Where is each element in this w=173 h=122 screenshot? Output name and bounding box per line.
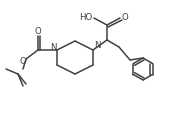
Text: O: O bbox=[122, 14, 128, 22]
Text: O: O bbox=[35, 26, 41, 36]
Text: N: N bbox=[94, 41, 100, 51]
Text: HO: HO bbox=[79, 12, 93, 21]
Text: N: N bbox=[50, 42, 56, 51]
Text: O: O bbox=[20, 56, 26, 66]
